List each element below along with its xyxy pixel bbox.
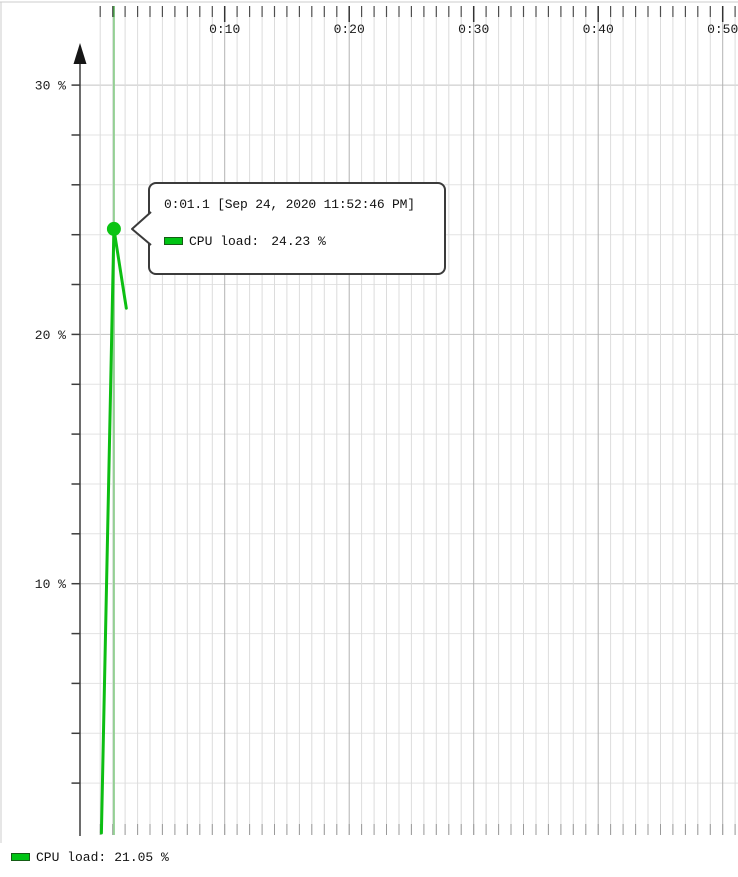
legend-series-label: CPU load:	[36, 849, 107, 865]
x-axis-label: 0:10	[209, 22, 240, 37]
y-axis-label: 30 %	[35, 79, 66, 94]
tooltip-series-value: 24.23 %	[271, 233, 326, 249]
chart-tooltip: 0:01.1 [Sep 24, 2020 11:52:46 PM] CPU lo…	[131, 182, 446, 275]
x-axis-label: 0:20	[334, 22, 365, 37]
chart-legend: CPU load: 21.05 %	[11, 849, 169, 865]
y-axis-arrow-icon	[73, 43, 87, 64]
x-axis-label: 0:30	[458, 22, 489, 37]
tooltip-series-swatch	[164, 237, 183, 245]
legend-series-value: 21.05 %	[114, 849, 169, 865]
legend-swatch	[11, 853, 30, 861]
hovered-data-point[interactable]	[106, 221, 121, 236]
x-axis-label: 0:40	[583, 22, 614, 37]
tooltip-callout-pointer	[131, 211, 152, 246]
y-axis-label: 20 %	[35, 328, 66, 343]
y-axis-label: 10 %	[35, 577, 66, 592]
tooltip-series-row: CPU load: 24.23 %	[164, 231, 444, 251]
x-axis-label: 0:50	[707, 22, 738, 37]
tooltip-series-label: CPU load:	[189, 233, 260, 249]
cpu-load-chart[interactable]: 0:10 0:20 0:30 0:40 0:50 30 % 20 % 10 %	[0, 0, 738, 843]
tooltip-timestamp: 0:01.1 [Sep 24, 2020 11:52:46 PM]	[164, 197, 415, 212]
